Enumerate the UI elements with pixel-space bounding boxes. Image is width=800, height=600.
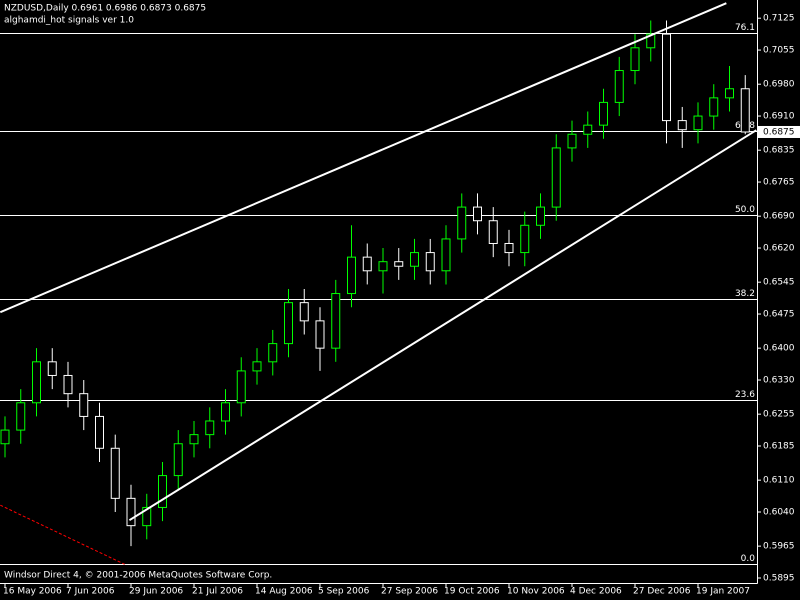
y-tick-label: 0.6400 — [763, 344, 795, 354]
x-tick-label: 5 Sep 2006 — [318, 587, 370, 597]
candle-body — [32, 361, 41, 404]
candle-body — [126, 497, 136, 527]
candle-body — [331, 293, 341, 349]
candle-body — [189, 434, 199, 445]
candle-body — [599, 101, 608, 126]
y-tick-label: 0.6765 — [763, 178, 795, 188]
candle-body — [709, 97, 719, 117]
x-tick-label: 16 May 2006 — [3, 587, 62, 597]
candle-body — [662, 33, 671, 122]
candle-body — [110, 447, 120, 499]
candle-body — [284, 302, 293, 345]
candle-body — [488, 220, 498, 244]
indicator-name: alghamdi_hot signals ver 1.0 — [4, 16, 134, 26]
trendline — [0, 2, 727, 314]
candle-body — [677, 120, 687, 131]
candle-body — [457, 206, 467, 240]
candle-body — [252, 361, 262, 372]
candle-body — [441, 238, 451, 272]
y-tick-label: 0.6040 — [763, 508, 795, 518]
y-tick-label: 0.7055 — [763, 46, 795, 56]
trendline — [128, 129, 757, 522]
fibo-label: 76.1 — [735, 23, 755, 33]
x-tick-label: 21 Jul 2006 — [192, 587, 243, 597]
x-tick-label: 4 Dec 2006 — [570, 587, 622, 597]
candle-body — [504, 242, 514, 254]
x-tick-label: 27 Sep 2006 — [381, 587, 438, 597]
y-tick-label: 0.6255 — [763, 410, 795, 420]
y-tick-label: 0.7125 — [763, 14, 795, 24]
y-tick-label: 0.6185 — [763, 442, 795, 452]
x-tick-label: 7 Jun 2006 — [66, 587, 115, 597]
candle-body — [236, 370, 246, 404]
fibo-label: 23.6 — [735, 390, 755, 400]
candle-body — [583, 124, 593, 135]
candle-body — [536, 206, 545, 226]
candle-body — [79, 393, 89, 417]
y-tick-label: 0.6910 — [763, 112, 795, 122]
candle-body — [630, 47, 640, 72]
candle-body — [567, 133, 577, 149]
candle-body — [378, 261, 388, 272]
y-tick-label: 0.6330 — [763, 376, 795, 386]
candle-body — [315, 320, 325, 349]
candle-body — [142, 506, 152, 527]
y-tick-label: 0.6980 — [763, 80, 795, 90]
x-tick-label: 10 Nov 2006 — [507, 587, 565, 597]
candle-body — [614, 70, 624, 103]
candle-body — [693, 115, 703, 131]
x-tick-label: 27 Dec 2006 — [633, 587, 691, 597]
candle-body — [0, 429, 10, 445]
fibo-label: 50.0 — [735, 205, 755, 215]
trendline — [0, 504, 125, 565]
x-tick-label: 14 Aug 2006 — [255, 587, 313, 597]
chart-title: NZDUSD,Daily 0.6961 0.6986 0.6873 0.6875 — [4, 4, 206, 14]
y-tick-label: 0.5895 — [763, 573, 795, 583]
candle-body — [173, 443, 183, 477]
x-tick-label: 19 Oct 2006 — [444, 587, 500, 597]
candle-body — [221, 402, 230, 422]
candle-body — [725, 88, 734, 99]
x-tick-label: 29 Jun 2006 — [129, 587, 183, 597]
candle-body — [520, 224, 530, 254]
x-tick-label: 19 Jan 2007 — [696, 587, 750, 597]
fibo-label: 0.0 — [741, 554, 756, 564]
candle-body — [410, 252, 419, 267]
footer: Windsor Direct 4, © 2001-2006 MetaQuotes… — [4, 571, 272, 581]
y-tick-label: 0.5965 — [763, 542, 795, 552]
candle-body — [47, 361, 57, 376]
y-tick-label: 0.6690 — [763, 212, 795, 222]
candle-body — [16, 402, 26, 431]
y-tick-label: 0.6835 — [763, 146, 795, 156]
candle-body — [646, 33, 656, 49]
candle-body — [268, 343, 278, 363]
fibo-label: 38.2 — [735, 289, 755, 299]
candle-body — [63, 374, 73, 395]
y-tick-label: 0.6110 — [763, 476, 795, 486]
last-price-box — [758, 125, 800, 138]
candle-body — [740, 88, 750, 133]
candle-body — [473, 206, 482, 222]
candle-body — [394, 261, 404, 267]
candle-body — [299, 302, 309, 322]
candle-body — [362, 256, 372, 272]
y-tick-label: 0.6475 — [763, 310, 795, 320]
candle-body — [205, 420, 215, 436]
last-price-label: 0.6875 — [763, 127, 795, 137]
y-tick-label: 0.6620 — [763, 244, 795, 254]
candle-body — [425, 252, 435, 272]
candle-body — [158, 475, 167, 508]
candle-body — [347, 256, 356, 295]
y-tick-label: 0.6545 — [763, 278, 795, 288]
candle-body — [95, 415, 104, 449]
candle-body — [551, 147, 561, 208]
